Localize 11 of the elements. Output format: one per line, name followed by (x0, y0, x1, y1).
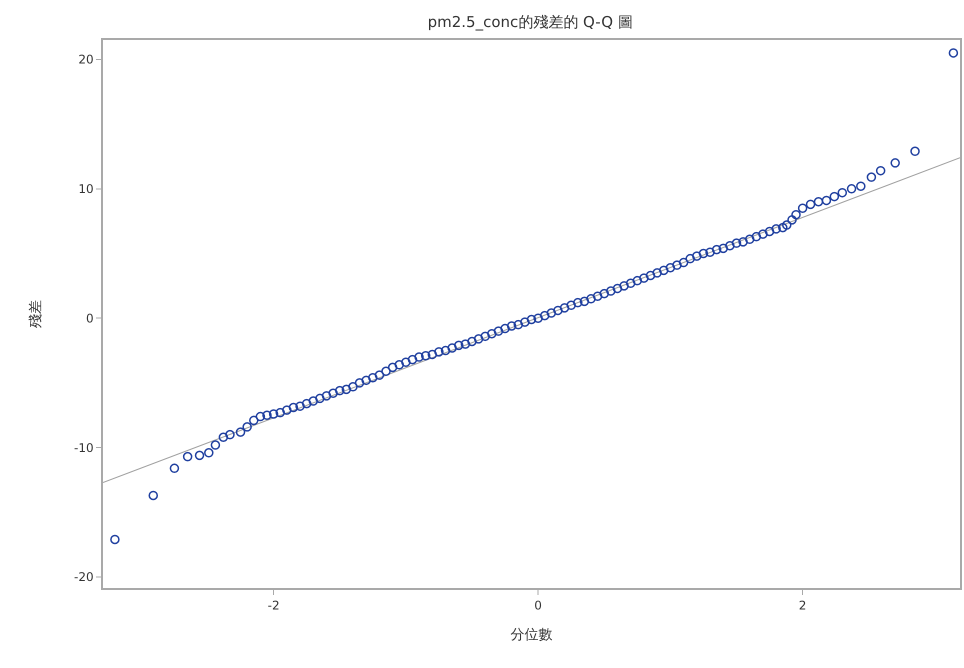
y-tick-label: 0 (86, 311, 94, 326)
x-axis-title: 分位數 (510, 627, 552, 644)
y-tick-label: 20 (78, 52, 94, 67)
y-tick-label: -10 (74, 440, 94, 455)
x-tick-label: 2 (798, 598, 806, 612)
chart-title: pm2.5_conc的殘差的 Q-Q 圖 (428, 13, 633, 32)
y-tick-label: 10 (78, 182, 94, 196)
y-axis-title: 殘差 (28, 300, 44, 328)
x-tick-label: -2 (268, 598, 280, 612)
x-tick-label: 0 (534, 598, 542, 612)
y-tick-label: -20 (74, 570, 94, 584)
